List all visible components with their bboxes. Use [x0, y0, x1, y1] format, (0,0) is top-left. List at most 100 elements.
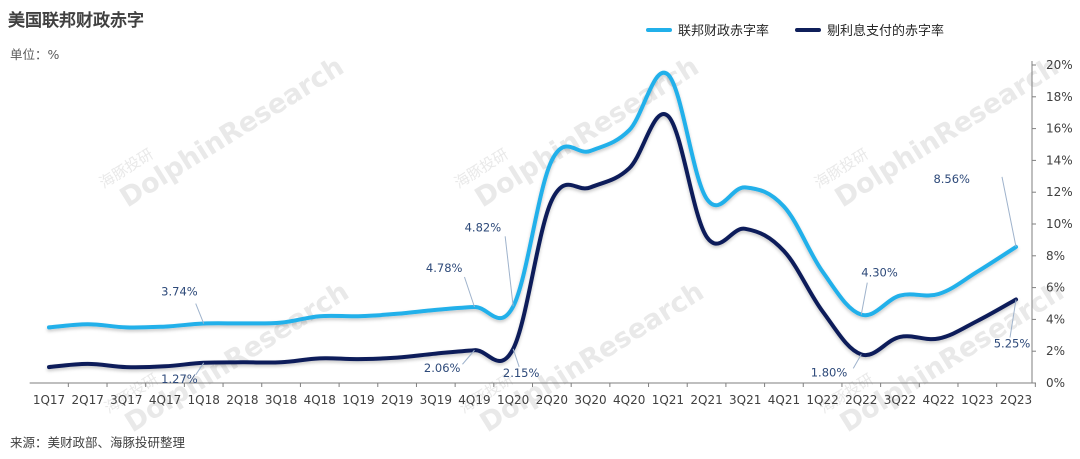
data-label: 2.06%	[424, 361, 461, 375]
data-label: 3.74%	[161, 285, 198, 299]
x-tick-label: 1Q17	[33, 393, 65, 407]
series-1-point	[550, 159, 553, 162]
series-2-point	[164, 365, 167, 368]
chart-title: 美国联邦财政赤字	[8, 11, 144, 31]
series-2-point	[782, 250, 785, 253]
series-line-2	[47, 112, 1018, 370]
y-tick-label: 16%	[1046, 122, 1073, 136]
series-1-point	[898, 294, 901, 297]
legend: 联邦财政赤字率 剔利息支付的赤字率	[646, 20, 970, 39]
series-2-point	[744, 227, 747, 230]
series-1-point	[434, 308, 437, 311]
series-2-point	[434, 352, 437, 355]
series-2-point	[821, 310, 824, 313]
x-tick-label: 2Q19	[381, 393, 413, 407]
legend-swatch-series-1	[646, 27, 672, 32]
x-tick-label: 3Q17	[110, 393, 142, 407]
series-1-point	[976, 270, 979, 273]
series-1-point	[164, 325, 167, 328]
series-2-point	[666, 114, 669, 117]
series-2-point	[86, 362, 89, 365]
series-2-point	[318, 357, 321, 360]
series-1-point	[357, 315, 360, 318]
series-1-point	[86, 323, 89, 326]
x-tick-label: 1Q18	[188, 393, 220, 407]
series-1-point	[705, 197, 708, 200]
x-tick-label: 4Q19	[458, 393, 490, 407]
series-2-point	[125, 366, 128, 369]
series-2-point	[357, 358, 360, 361]
x-tick-label: 4Q21	[768, 393, 800, 407]
x-tick-label: 1Q21	[652, 393, 684, 407]
data-label-leader	[512, 348, 520, 367]
data-label-leader	[504, 236, 514, 307]
series-2-point	[976, 319, 979, 322]
series-1-point	[318, 315, 321, 318]
x-tick-label: 4Q18	[304, 393, 336, 407]
x-tick-label: 1Q22	[806, 393, 838, 407]
x-tick-label: 2Q22	[845, 393, 877, 407]
data-label: 4.30%	[861, 266, 898, 280]
series-2-point	[589, 186, 592, 189]
data-label-leader	[1009, 299, 1017, 338]
series-2-point	[937, 337, 940, 340]
x-tick-label: 3Q21	[729, 393, 761, 407]
y-tick-label: 18%	[1046, 90, 1073, 104]
legend-item-series-1: 联邦财政赤字率	[646, 20, 769, 39]
x-tick-label: 1Q23	[961, 393, 993, 407]
series-1-point	[666, 73, 669, 76]
y-tick-label: 20%	[1046, 58, 1073, 72]
series-1-point	[396, 312, 399, 315]
series-2-point	[48, 366, 51, 369]
series-2-point	[280, 361, 283, 364]
series-1-point	[744, 186, 747, 189]
source-note: 来源：美财政部、海豚投研整理	[10, 435, 186, 450]
series-1-point	[589, 149, 592, 152]
data-label-leader	[852, 354, 862, 369]
x-tick-label: 3Q22	[884, 393, 916, 407]
series-1-point	[280, 321, 283, 324]
x-tick-label: 2Q18	[226, 393, 258, 407]
x-tick-label: 1Q20	[497, 393, 529, 407]
series-2-point	[396, 356, 399, 359]
series-1-point	[125, 326, 128, 329]
data-label: 1.80%	[811, 365, 848, 379]
y-tick-label: 14%	[1046, 153, 1073, 167]
series-1-point	[821, 270, 824, 273]
series-line-1	[47, 70, 1018, 330]
data-label: 2.15%	[503, 366, 540, 380]
y-tick-label: 12%	[1046, 185, 1073, 199]
y-tick-label: 6%	[1046, 281, 1065, 295]
unit-label: 单位：%	[10, 47, 60, 62]
series-2-point	[705, 235, 708, 238]
y-tick-label: 4%	[1046, 312, 1065, 326]
y-tick-label: 8%	[1046, 249, 1065, 263]
y-tick-label: 10%	[1046, 217, 1073, 231]
y-tick-label: 0%	[1046, 376, 1065, 390]
series-2-point	[628, 167, 631, 170]
x-tick-label: 4Q17	[149, 393, 181, 407]
data-label-leader	[860, 282, 868, 315]
data-label: 4.78%	[426, 261, 463, 275]
legend-label-series-2: 剔利息支付的赤字率	[827, 24, 945, 39]
x-tick-label: 2Q17	[72, 393, 104, 407]
x-tick-label: 2Q21	[690, 393, 722, 407]
legend-item-series-2: 剔利息支付的赤字率	[795, 20, 944, 39]
series-2-point	[898, 335, 901, 338]
x-tick-label: 2Q23	[1000, 393, 1032, 407]
series-1-point	[48, 326, 51, 329]
data-label: 4.82%	[465, 220, 502, 234]
series-2-point	[550, 199, 553, 202]
y-tick-label: 2%	[1046, 344, 1065, 358]
x-tick-label: 4Q20	[613, 393, 645, 407]
x-tick-label: 3Q19	[420, 393, 452, 407]
series-1-point	[628, 129, 631, 132]
data-label: 8.56%	[933, 172, 970, 186]
x-tick-label: 3Q20	[574, 393, 606, 407]
series-2-point	[241, 361, 244, 364]
x-tick-label: 1Q19	[342, 393, 374, 407]
data-label-leader	[1001, 176, 1017, 247]
data-label-leader	[195, 303, 205, 324]
data-label: 5.25%	[994, 337, 1031, 351]
